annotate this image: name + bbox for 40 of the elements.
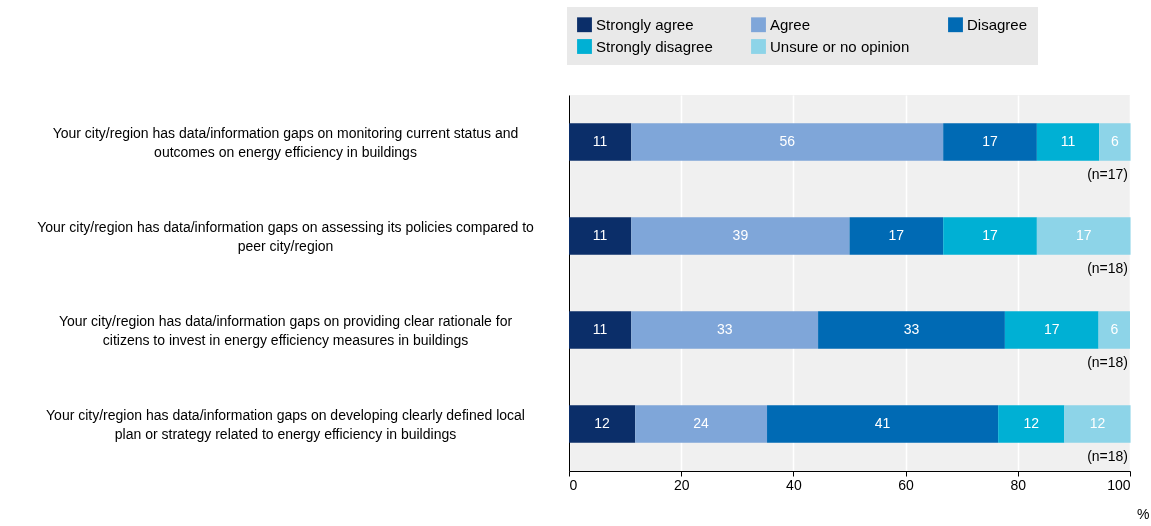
y-tick-label: Your city/region has data/information gaps on developing clearly defined local plan or strategy related to energy efficiency in buildings — [46, 407, 525, 442]
x-tick-label: 60 — [898, 476, 915, 493]
data-label: 17 — [982, 133, 999, 149]
y-tick-label: Your city/region has data/information gaps on providing clear rationale for citizens to invest in energy efficiency measures in buildings — [58, 313, 513, 348]
data-label: 12 — [1023, 415, 1040, 431]
annotation: (n=18) — [1087, 448, 1128, 464]
x-axis-title: % — [1137, 505, 1150, 522]
data-label: 11 — [1060, 133, 1076, 149]
legend-label: Unsure or no opinion — [770, 37, 910, 55]
data-label: 17 — [888, 227, 905, 243]
x-tick-label: 20 — [673, 476, 690, 493]
y-tick-label: Your city/region has data/information gaps on assessing its policies compared to peer city/region — [37, 219, 535, 254]
data-label: 6 — [1110, 133, 1119, 149]
legend-label: Strongly agree — [596, 15, 694, 33]
data-label: 11 — [592, 133, 608, 149]
data-label: 33 — [903, 321, 920, 337]
data-label: 12 — [594, 415, 611, 431]
data-label: 11 — [592, 321, 608, 337]
data-label: 41 — [874, 415, 891, 431]
data-label: 39 — [732, 227, 749, 243]
data-label: 17 — [1043, 321, 1060, 337]
x-tick-label: 80 — [1010, 476, 1027, 493]
data-label: 17 — [982, 227, 999, 243]
legend-label: Strongly disagree — [596, 37, 713, 55]
x-tick-label: 0 — [569, 476, 578, 493]
y-tick-label: Your city/region has data/information gaps on monitoring current status and outcomes on energy efficiency in buildings — [52, 125, 519, 160]
legend-label: Disagree — [967, 15, 1028, 33]
data-label: 24 — [693, 415, 710, 431]
data-label: 12 — [1089, 415, 1106, 431]
x-tick-label: 100 — [1107, 476, 1131, 493]
data-label: 56 — [779, 133, 796, 149]
x-tick-label: 40 — [786, 476, 802, 493]
annotation: (n=18) — [1087, 354, 1128, 370]
annotation: (n=18) — [1087, 260, 1128, 276]
data-label: 11 — [592, 227, 608, 243]
annotation: (n=17) — [1087, 166, 1128, 182]
data-label: 33 — [716, 321, 733, 337]
data-label: 6 — [1110, 321, 1119, 337]
data-label: 17 — [1075, 227, 1092, 243]
legend-label: Agree — [770, 15, 811, 33]
